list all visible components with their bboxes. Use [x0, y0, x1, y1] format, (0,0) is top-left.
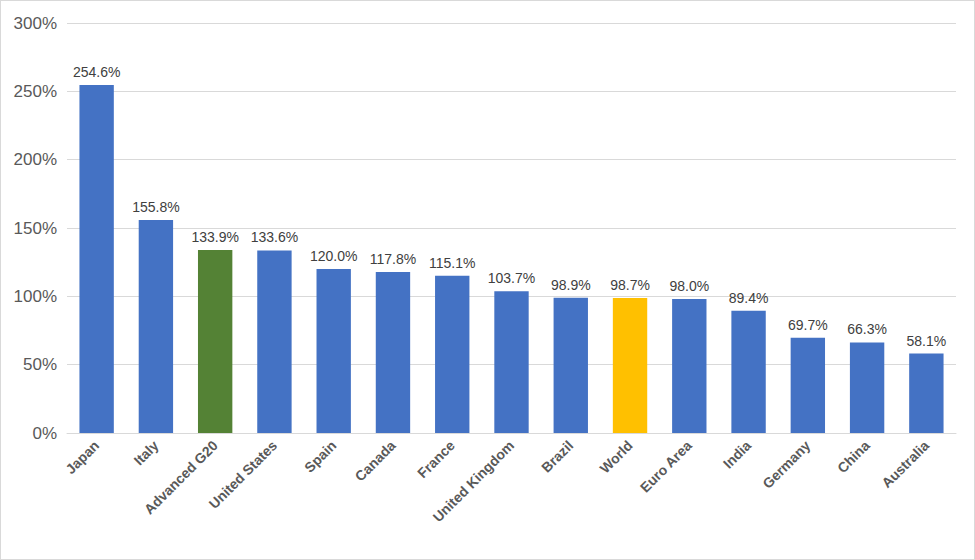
- svg-text:58.1%: 58.1%: [907, 333, 947, 349]
- svg-text:66.3%: 66.3%: [847, 321, 887, 337]
- svg-text:120.0%: 120.0%: [310, 248, 357, 264]
- svg-text:98.9%: 98.9%: [551, 277, 591, 293]
- svg-text:United Kingdom: United Kingdom: [429, 437, 517, 525]
- svg-text:50%: 50%: [23, 355, 57, 374]
- svg-text:Australia: Australia: [878, 437, 932, 491]
- svg-text:69.7%: 69.7%: [788, 317, 828, 333]
- svg-text:0%: 0%: [32, 424, 57, 443]
- svg-text:United States: United States: [206, 437, 281, 512]
- svg-text:France: France: [414, 437, 458, 481]
- svg-text:Brazil: Brazil: [538, 437, 576, 475]
- svg-text:World: World: [597, 437, 636, 476]
- svg-text:103.7%: 103.7%: [488, 270, 535, 286]
- svg-text:98.7%: 98.7%: [610, 277, 650, 293]
- svg-text:117.8%: 117.8%: [370, 251, 416, 267]
- svg-text:Euro Area: Euro Area: [637, 437, 695, 495]
- svg-text:Advanced G20: Advanced G20: [141, 437, 221, 517]
- svg-text:Japan: Japan: [62, 437, 102, 477]
- svg-text:155.8%: 155.8%: [132, 199, 179, 215]
- svg-text:150%: 150%: [14, 219, 57, 238]
- svg-text:Germany: Germany: [759, 437, 813, 491]
- svg-text:200%: 200%: [14, 150, 57, 169]
- svg-text:115.1%: 115.1%: [429, 255, 475, 271]
- svg-text:98.0%: 98.0%: [669, 278, 709, 294]
- svg-text:89.4%: 89.4%: [729, 290, 769, 306]
- svg-text:100%: 100%: [14, 287, 57, 306]
- svg-text:133.9%: 133.9%: [191, 229, 238, 245]
- svg-text:Italy: Italy: [130, 437, 161, 468]
- svg-text:250%: 250%: [14, 82, 57, 101]
- svg-text:300%: 300%: [14, 14, 57, 33]
- svg-text:254.6%: 254.6%: [73, 64, 120, 80]
- svg-text:133.6%: 133.6%: [251, 229, 298, 245]
- svg-text:Spain: Spain: [301, 437, 339, 475]
- svg-text:China: China: [834, 437, 873, 476]
- svg-text:India: India: [720, 437, 755, 472]
- svg-text:Canada: Canada: [352, 437, 399, 484]
